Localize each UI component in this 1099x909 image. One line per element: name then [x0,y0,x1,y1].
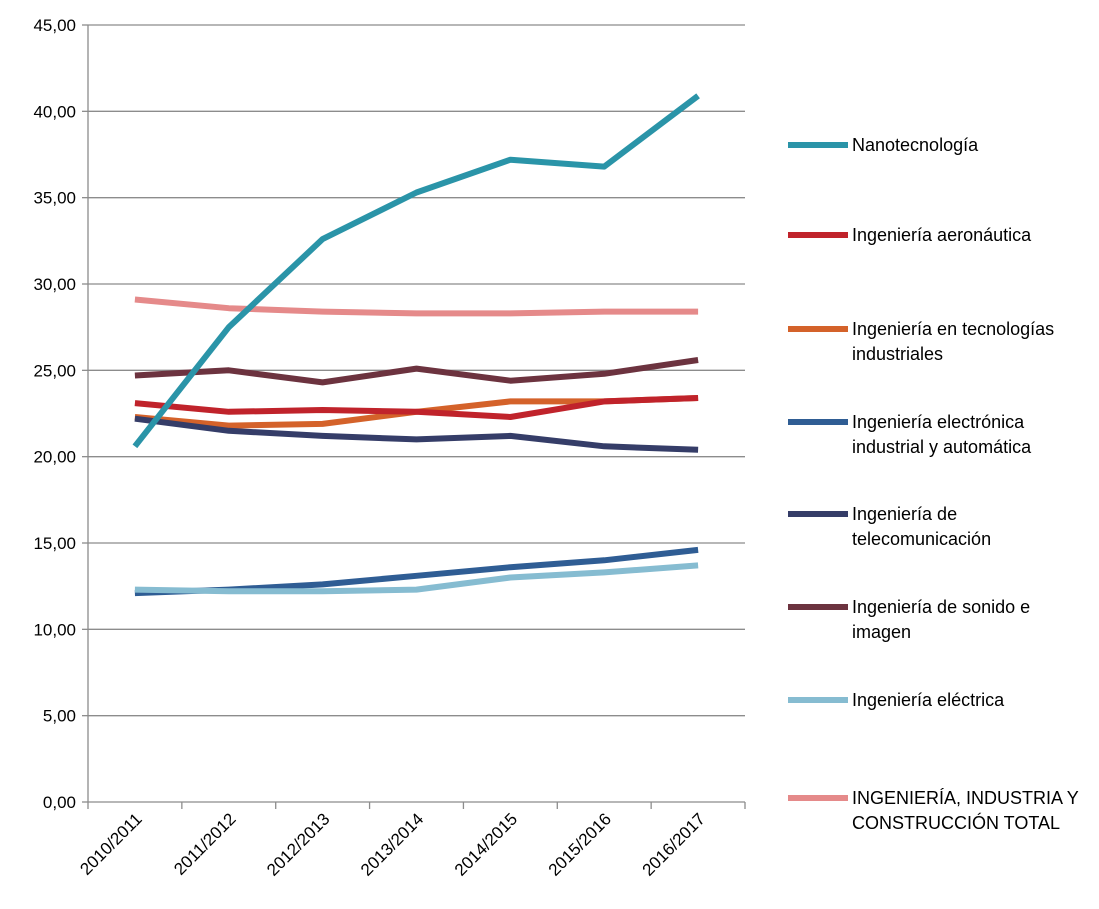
legend-item: Ingeniería en tecnologías industriales [788,317,1092,367]
y-tick-label: 40,00 [33,102,76,121]
x-tick-label: 2013/2014 [357,809,427,879]
legend-label: Ingeniería de telecomunicación [852,504,992,549]
legend-swatch [788,326,848,332]
y-tick-label: 0,00 [43,793,76,812]
x-tick-labels: 2010/2011 2011/2012 2012/2013 2013/2014 2014… [76,809,709,879]
x-tick-label: 2011/2012 [170,809,239,878]
series-line-1 [134,395,699,420]
y-tick-label: 30,00 [33,275,76,294]
legend-swatch [788,604,848,610]
axes [82,24,746,809]
legend-item: INGENIERÍA, INDUSTRIA Y CONSTRUCCIÓN TOT… [788,786,1092,836]
legend-item: Ingeniería de sonido e imagen [788,595,1092,645]
legend-swatch [788,511,848,517]
legend-swatch [788,142,848,148]
legend-swatch [788,697,848,703]
legend-label: Nanotecnología [852,135,979,155]
legend-label: INGENIERÍA, INDUSTRIA Y CONSTRUCCIÓN TOT… [852,788,1079,833]
x-tick-label: 2012/2013 [263,809,333,879]
y-tick-label: 5,00 [43,707,76,726]
legend-item: Nanotecnología [788,133,1092,158]
legend-item: Ingeniería de telecomunicación [788,502,1092,552]
y-tick-label: 35,00 [33,189,76,208]
x-tick-label: 2014/2015 [451,809,521,879]
series-line-4 [134,415,699,453]
legend-swatch [788,795,848,801]
legend-swatch [788,232,848,238]
series-line-7 [134,296,699,317]
y-tick-label: 15,00 [33,534,76,553]
x-tick-label: 2010/2011 [76,809,145,878]
legend-label: Ingeniería de sonido e imagen [852,597,1031,642]
y-tick-labels: 0,00 5,00 10,00 15,00 20,00 25,00 30,00 35,00 40… [33,16,76,812]
legend-swatch [788,419,848,425]
y-tick-label: 20,00 [33,448,76,467]
legend-label: Ingeniería en tecnologías industriales [852,319,1055,364]
legend-label: Ingeniería electrónica industrial y auto… [852,412,1032,457]
x-tick-label: 2015/2016 [545,809,615,879]
x-tick-label: 2016/2017 [639,809,709,879]
legend-label: Ingeniería eléctrica [852,690,1005,710]
legend-item: Ingeniería electrónica industrial y auto… [788,410,1092,460]
series-lines [132,93,700,597]
series-line-0 [132,93,700,449]
legend-label: Ingeniería aeronáutica [852,225,1032,245]
series-line-6 [134,562,699,595]
legend-item: Ingeniería aeronáutica [788,223,1092,248]
y-tick-label: 10,00 [33,620,76,639]
series-line-5 [134,357,699,386]
y-tick-label: 25,00 [33,361,76,380]
legend-item: Ingeniería eléctrica [788,688,1092,713]
y-tick-label: 45,00 [33,16,76,35]
